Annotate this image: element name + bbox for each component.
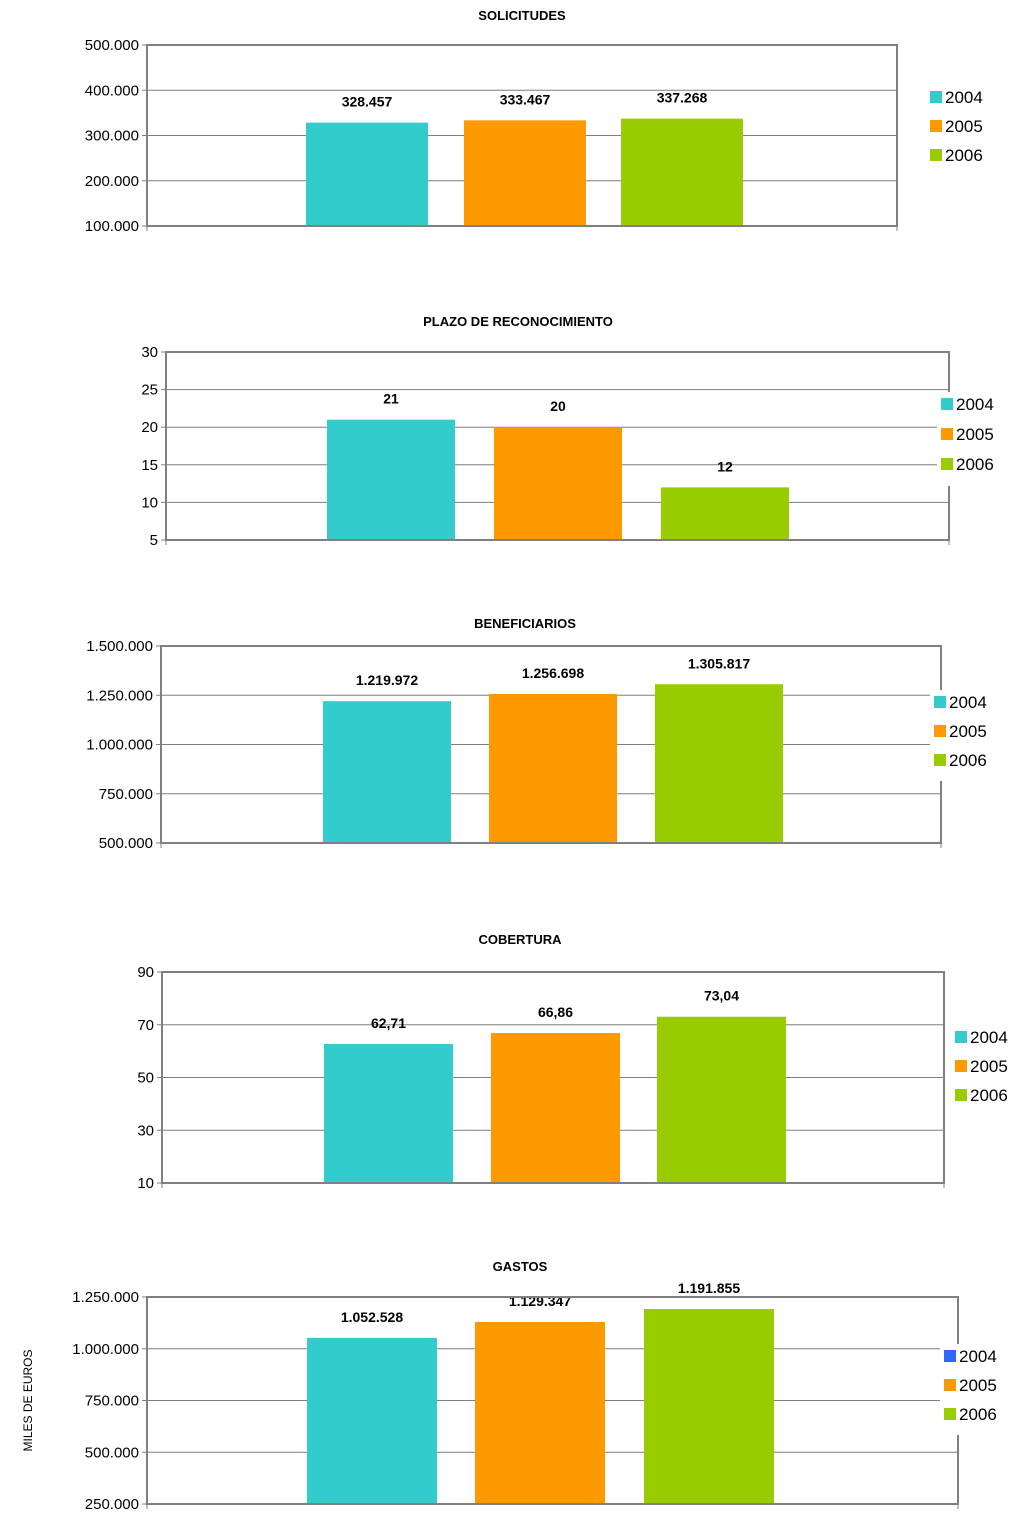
bar-2006 (621, 118, 743, 226)
legend-swatch (934, 696, 946, 708)
y-tick-label: 1.250.000 (86, 687, 153, 704)
legend-label: 2005 (970, 1057, 1008, 1076)
legend-label: 2006 (970, 1086, 1008, 1105)
legend-label: 2006 (945, 146, 983, 165)
bar-2004 (327, 419, 455, 540)
data-label: 333.467 (500, 91, 551, 107)
legend-swatch (941, 398, 953, 410)
y-tick-label: 30 (141, 344, 158, 361)
y-tick-label: 750.000 (85, 1393, 139, 1410)
bar-2006 (661, 487, 789, 540)
legend-label: 2005 (956, 425, 994, 444)
y-tick-label: 500.000 (85, 37, 139, 54)
chart-title: COBERTURA (478, 932, 562, 947)
y-tick-label: 15 (141, 457, 158, 474)
bar-2006 (644, 1309, 774, 1504)
bar-2006 (657, 1016, 786, 1183)
bar-2005 (494, 427, 622, 540)
legend-swatch (955, 1060, 967, 1072)
legend-label: 2005 (949, 722, 987, 741)
data-label: 1.129.347 (509, 1293, 571, 1309)
y-tick-label: 500.000 (99, 835, 153, 852)
data-label: 12 (717, 458, 733, 474)
legend-swatch (944, 1408, 956, 1420)
chart-title: BENEFICIARIOS (474, 616, 576, 631)
y-tick-label: 750.000 (99, 786, 153, 803)
legend-label: 2004 (945, 88, 983, 107)
y-axis-label: MILES DE EUROS (21, 1349, 35, 1451)
y-tick-label: 1.000.000 (72, 1341, 139, 1358)
data-label: 66,86 (538, 1004, 573, 1020)
bar-2004 (323, 701, 451, 843)
legend-label: 2006 (959, 1405, 997, 1424)
chart-2: PLAZO DE RECONOCIMIENTO 5 10 15 20 25 30 21 20 12… (141, 314, 1007, 549)
y-tick-label: 10 (141, 494, 158, 511)
bar-2005 (475, 1321, 605, 1504)
legend-label: 2005 (959, 1376, 997, 1395)
legend-label: 2004 (959, 1347, 997, 1366)
bar-2005 (489, 693, 617, 843)
legend-swatch (934, 754, 946, 766)
legend-swatch (955, 1089, 967, 1101)
data-label: 62,71 (371, 1015, 406, 1031)
y-tick-label: 10 (137, 1175, 154, 1192)
legend-swatch (930, 120, 942, 132)
legend-label: 2006 (949, 751, 987, 770)
legend-swatch (930, 149, 942, 161)
chart-title: PLAZO DE RECONOCIMIENTO (423, 314, 613, 329)
data-label: 1.256.698 (522, 665, 584, 681)
data-label: 337.268 (657, 90, 708, 106)
y-tick-label: 500.000 (85, 1444, 139, 1461)
chart-4: COBERTURA 10 30 50 70 90 62,71 66,86 73,04 2004 20… (137, 932, 1019, 1192)
chart-3: BENEFICIARIOS 500.000 750.000 1.000.000 1.25… (86, 616, 1000, 852)
legend-swatch (934, 725, 946, 737)
y-tick-label: 70 (137, 1017, 154, 1034)
bar-2005 (491, 1033, 620, 1183)
y-tick-label: 25 (141, 382, 158, 399)
y-tick-label: 300.000 (85, 128, 139, 145)
y-tick-label: 5 (150, 532, 158, 549)
legend-swatch (955, 1031, 967, 1043)
bar-2004 (306, 122, 428, 226)
legend-label: 2006 (956, 455, 994, 474)
chart-title: GASTOS (493, 1259, 548, 1274)
legend-label: 2005 (945, 117, 983, 136)
data-label: 328.457 (342, 94, 393, 110)
legend-label: 2004 (970, 1028, 1008, 1047)
y-tick-label: 400.000 (85, 82, 139, 99)
y-tick-label: 1.500.000 (86, 638, 153, 655)
data-label: 1.191.855 (678, 1280, 740, 1296)
y-tick-label: 90 (137, 964, 154, 981)
legend-label: 2004 (956, 395, 994, 414)
y-tick-label: 30 (137, 1122, 154, 1139)
y-tick-label: 1.250.000 (72, 1289, 139, 1306)
chart-1: SOLICITUDES 100.000 200.000 300.000 400.000 5… (85, 8, 996, 235)
data-label: 1.052.528 (341, 1309, 403, 1325)
y-tick-label: 50 (137, 1070, 154, 1087)
y-tick-label: 100.000 (85, 218, 139, 235)
legend-swatch (930, 91, 942, 103)
data-label: 21 (383, 391, 399, 407)
y-tick-label: 20 (141, 419, 158, 436)
chart-5: GASTOS MILES DE EUROS 250.000 500.000 750.00… (21, 1259, 1010, 1513)
bar-2004 (307, 1337, 437, 1504)
data-label: 1.219.972 (356, 672, 418, 688)
legend-label: 2004 (949, 693, 987, 712)
legend-swatch (941, 428, 953, 440)
data-label: 73,04 (704, 988, 739, 1004)
legend-swatch (944, 1379, 956, 1391)
data-label: 20 (550, 398, 566, 414)
data-label: 1.305.817 (688, 655, 750, 671)
legend-swatch (941, 458, 953, 470)
bar-2006 (655, 684, 783, 843)
y-tick-label: 200.000 (85, 173, 139, 190)
chart-title: SOLICITUDES (478, 8, 566, 23)
legend-swatch (944, 1350, 956, 1362)
bar-2005 (464, 120, 586, 226)
y-tick-label: 1.000.000 (86, 737, 153, 754)
bar-2004 (324, 1043, 453, 1183)
y-tick-label: 250.000 (85, 1496, 139, 1513)
